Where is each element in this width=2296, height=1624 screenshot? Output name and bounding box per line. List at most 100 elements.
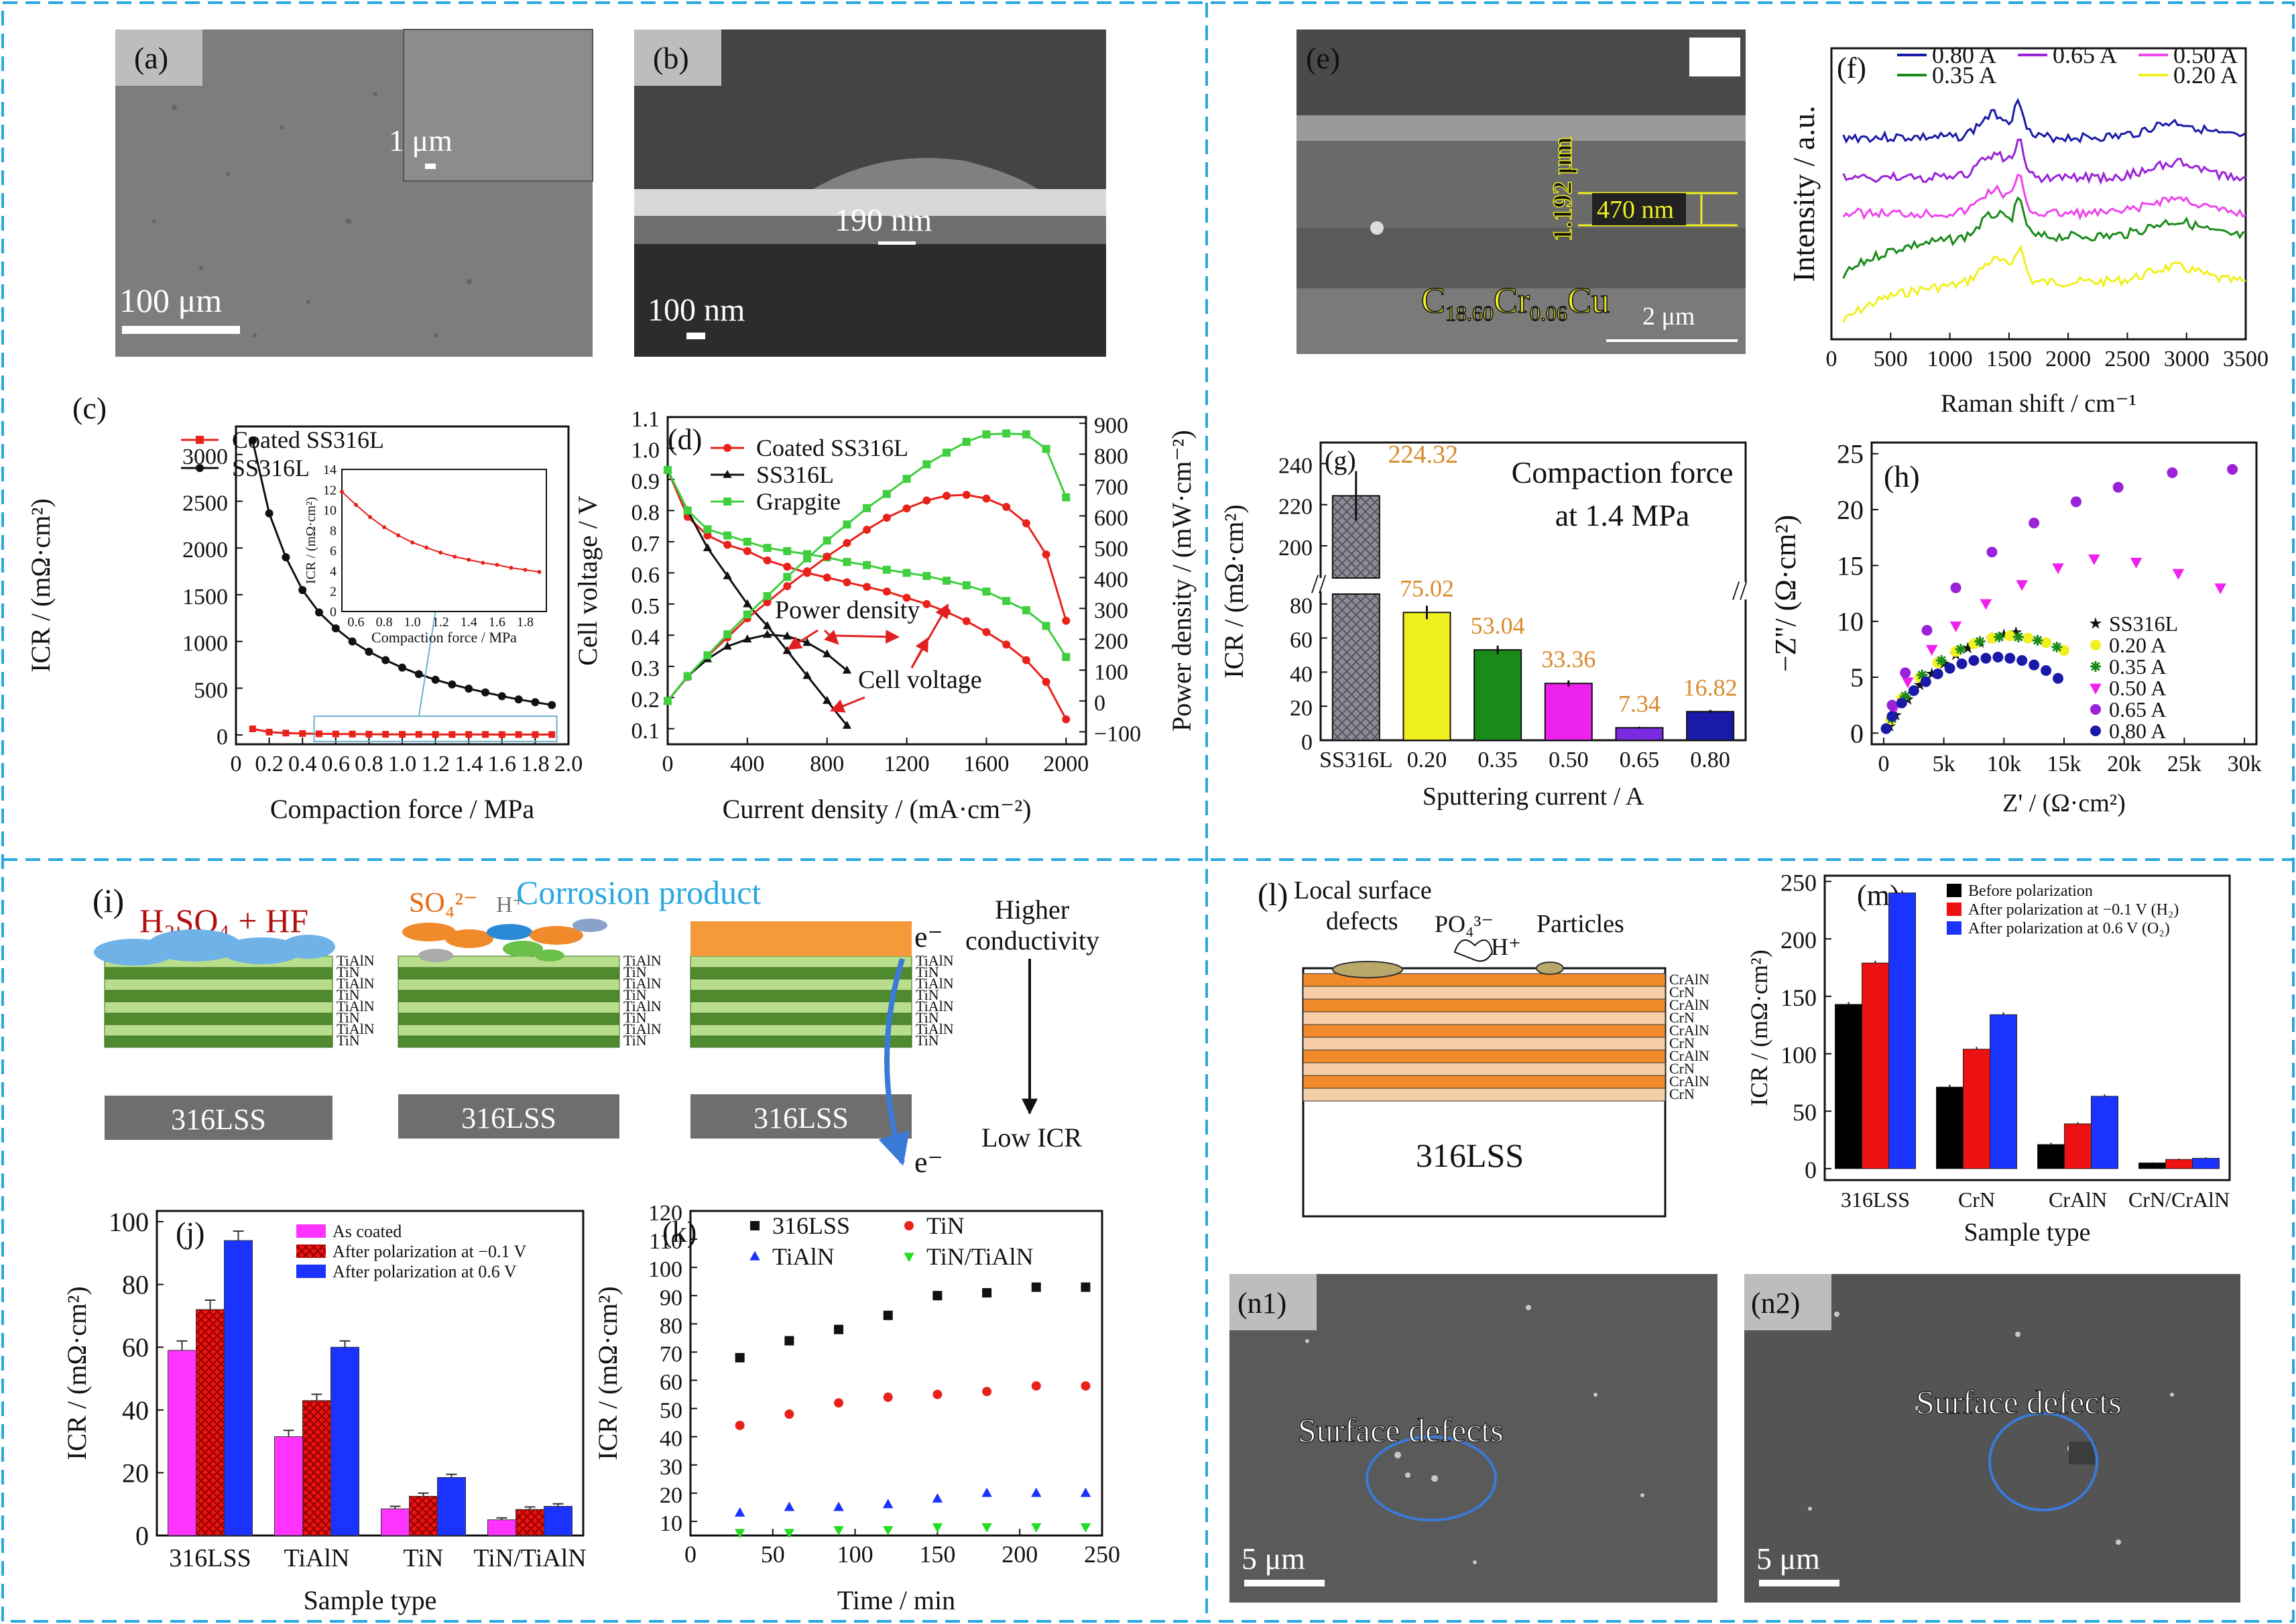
chart-c-point bbox=[482, 731, 489, 738]
chart-d-ytick-right-label: 400 bbox=[1094, 567, 1128, 592]
chart-g-value-label: 16.82 bbox=[1683, 674, 1738, 701]
chart-m-ylabel: ICR / (mΩ·cm²) bbox=[1746, 949, 1772, 1106]
chart-m-category: 316LSS bbox=[1841, 1187, 1910, 1212]
panel-i-layer-label: TiAlN bbox=[623, 952, 662, 969]
chart-d-power-point bbox=[762, 630, 772, 638]
chart-d-power-point bbox=[803, 554, 811, 563]
chart-d-power-point bbox=[922, 460, 931, 469]
chart-k-ytick-label: 110 bbox=[649, 1229, 682, 1254]
panel-i-layer bbox=[398, 1035, 620, 1048]
chart-c-point bbox=[248, 436, 257, 445]
chart-j-bar bbox=[487, 1519, 516, 1536]
chart-m-legend-swatch bbox=[1947, 921, 1961, 935]
chart-f-xtick-label: 1000 bbox=[1927, 347, 1973, 371]
panel-l-defects-line2: defects bbox=[1326, 907, 1398, 935]
chart-c-xtick-label: 1.2 bbox=[421, 752, 450, 776]
chart-c-inset-xtick: 1.4 bbox=[461, 615, 477, 630]
chart-d-power-point bbox=[802, 638, 812, 646]
panel-l-layer bbox=[1303, 986, 1666, 1000]
chart-f-xtick-label: 1500 bbox=[1986, 347, 2032, 371]
panel-e-sem-image: (e) 470 nm 1.192 μm C18.60Cr0.06Cu 2 μm bbox=[1296, 30, 1746, 354]
chart-m-bar bbox=[2165, 1159, 2193, 1169]
chart-k-point-2 bbox=[1080, 1487, 1091, 1497]
chart-d-power-point bbox=[962, 437, 971, 446]
chart-d-power-point bbox=[1002, 502, 1011, 511]
chart-c-point bbox=[399, 731, 406, 738]
chart-m-category: CrAlN bbox=[2049, 1187, 2107, 1212]
chart-h-ytick-label: 0 bbox=[1850, 718, 1864, 748]
panel-a-scale-label: 100 μm bbox=[119, 282, 222, 319]
chart-c-inset-xtick: 0.6 bbox=[348, 615, 365, 630]
panel-l-layer bbox=[1303, 1062, 1666, 1076]
chart-c-point bbox=[382, 731, 389, 738]
panel-a-inset-scale: 1 μm bbox=[389, 123, 452, 158]
chart-d-voltage-point bbox=[842, 720, 852, 729]
chart-d-power-point bbox=[863, 526, 871, 534]
chart-c-inset-xtick: 1.2 bbox=[432, 615, 449, 630]
chart-c-point bbox=[532, 731, 539, 738]
panel-i-layer-label: TiN bbox=[623, 964, 647, 980]
chart-c-point bbox=[282, 730, 290, 737]
chart-h-xtick-label: 10k bbox=[1987, 752, 2021, 776]
chart-d-voltage-point bbox=[703, 531, 712, 540]
chart-c-point bbox=[298, 585, 307, 594]
chart-c-xtick-label: 0 bbox=[231, 752, 242, 776]
chart-h-point-3 bbox=[1925, 644, 1938, 656]
chart-d-ytick-left-label: 1.0 bbox=[631, 438, 660, 463]
chart-d-voltage-point bbox=[922, 572, 931, 581]
chart-j-legend-swatch bbox=[296, 1244, 326, 1258]
chart-k-legend-label: TiAlN bbox=[772, 1243, 835, 1270]
panel-n1-annotation: Surface defects bbox=[1298, 1411, 1504, 1449]
chart-k-legend-label: 316LSS bbox=[772, 1212, 850, 1239]
chart-d-legend-label: Coated SS316L bbox=[756, 434, 908, 461]
chart-c-ytick-label: 500 bbox=[194, 678, 228, 703]
chart-c-point bbox=[498, 731, 505, 738]
chart-k-point-0 bbox=[735, 1352, 745, 1362]
chart-k-legend-label: TiN/TiAlN bbox=[926, 1243, 1033, 1270]
panel-l-layer-label: CrAlN bbox=[1669, 971, 1709, 988]
panel-n2-sem-image: (n2) Surface defects 5 μm bbox=[1744, 1274, 2240, 1603]
panel-i-layer-label: TiAlN bbox=[337, 975, 375, 992]
chart-c-inset-xtick: 1.8 bbox=[517, 615, 534, 630]
chart-g-ytick-low-label: 40 bbox=[1290, 662, 1313, 687]
chart-d-power-point bbox=[982, 430, 991, 439]
chart-d-ylabel-right: Power density / (mW·cm⁻²) bbox=[1166, 430, 1197, 732]
chart-d-power-point bbox=[763, 591, 772, 600]
chart-h-point-5 bbox=[1968, 655, 1980, 666]
chart-c-inset-point bbox=[495, 563, 499, 567]
chart-c-point bbox=[432, 731, 439, 738]
panel-i-higher: Higher bbox=[995, 894, 1069, 925]
chart-d-power-point bbox=[783, 573, 792, 581]
chart-m-bar bbox=[1990, 1014, 2017, 1169]
chart-c-point bbox=[415, 731, 422, 738]
chart-m-bar bbox=[1888, 892, 1916, 1169]
panel-i-substrate-block bbox=[105, 1096, 333, 1140]
panel-i-layer-label: TiN bbox=[337, 1009, 360, 1026]
chart-j-legend-label: After polarization at −0.1 V bbox=[333, 1242, 526, 1261]
chart-g-title-1: Compaction force bbox=[1512, 455, 1734, 489]
chart-h-point-1 bbox=[2041, 637, 2052, 648]
chart-d-power-point bbox=[943, 449, 951, 457]
chart-d-voltage-point bbox=[902, 593, 911, 602]
chart-k-point-3 bbox=[883, 1525, 894, 1535]
panel-n1-label: (n1) bbox=[1237, 1287, 1286, 1320]
panel-i-layer bbox=[104, 1001, 333, 1014]
chart-h-point-4 bbox=[1921, 625, 1933, 636]
chart-d-voltage-point bbox=[783, 546, 792, 555]
chart-h-point-0 bbox=[2010, 626, 2022, 638]
chart-d-ytick-left-label: 0.5 bbox=[631, 594, 660, 619]
chart-d-ytick-right-label: 700 bbox=[1094, 475, 1128, 500]
chart-k-point-3 bbox=[1031, 1523, 1042, 1533]
panel-i-layer-label: TiN bbox=[916, 1009, 939, 1026]
chart-h-frame bbox=[1870, 441, 2258, 746]
chart-d-voltage-point bbox=[1062, 715, 1071, 723]
panel-l-layer-label: CrAlN bbox=[1669, 1073, 1709, 1090]
chart-c-inset-point bbox=[438, 550, 443, 555]
chart-g-ytick-low-label: 0 bbox=[1301, 730, 1313, 755]
chart-h-point-3 bbox=[2172, 569, 2185, 580]
chart-k-point-1 bbox=[834, 1398, 844, 1408]
chart-k-point-0 bbox=[1081, 1282, 1091, 1292]
chart-h-xtick-label: 25k bbox=[2167, 752, 2201, 776]
panel-n2-label: (n2) bbox=[1751, 1287, 1800, 1320]
